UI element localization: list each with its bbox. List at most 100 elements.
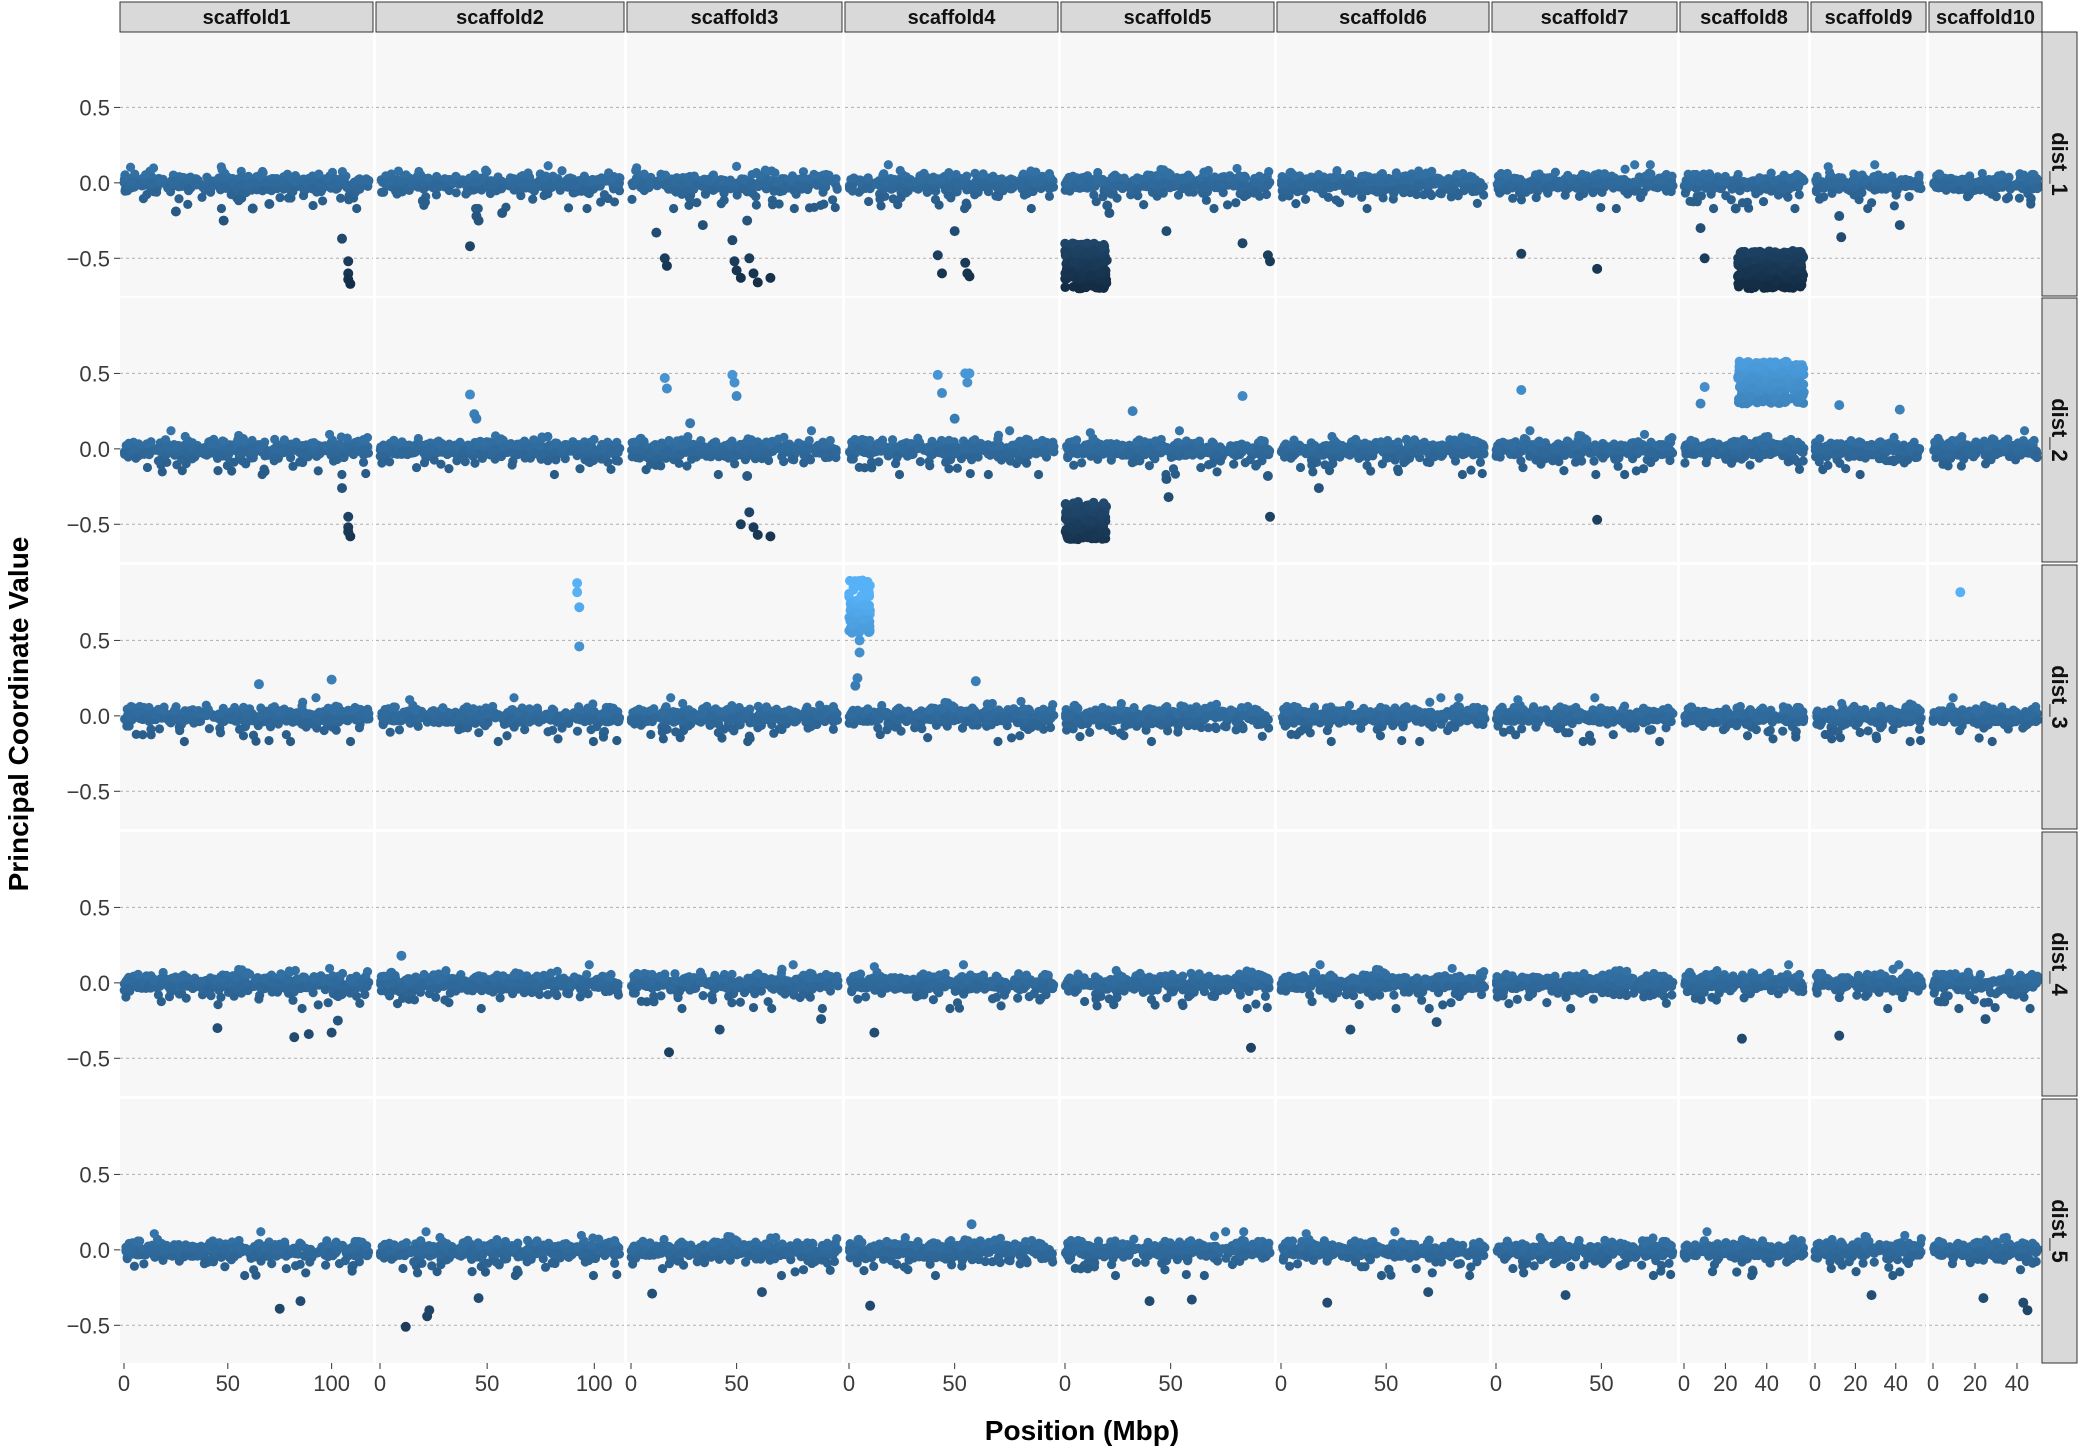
baseline-point [1878, 174, 1888, 184]
baseline-point [142, 448, 152, 458]
baseline-point [224, 443, 234, 453]
baseline-point [1795, 177, 1805, 187]
panel-dist_4-scaffold1 [120, 832, 373, 1096]
baseline-point [288, 186, 298, 197]
baseline-point [1857, 188, 1867, 198]
baseline-point [645, 449, 655, 459]
baseline-point [891, 458, 901, 469]
baseline-point [1816, 181, 1826, 192]
baseline-point [1022, 458, 1032, 468]
baseline-point [800, 443, 810, 453]
baseline-point [1681, 178, 1691, 188]
baseline-point [1289, 170, 1299, 181]
baseline-point [341, 179, 352, 189]
panel-dist_5-scaffold9 [1811, 1099, 1926, 1363]
baseline-point [1323, 181, 1333, 192]
baseline-point [463, 187, 473, 197]
baseline-point [767, 200, 778, 210]
baseline-point [147, 178, 157, 188]
baseline-point [481, 165, 491, 175]
baseline-point [724, 439, 734, 449]
baseline-point [258, 186, 268, 196]
baseline-point [830, 202, 840, 213]
baseline-point [1391, 168, 1401, 178]
baseline-point [1958, 176, 1968, 186]
panel-dist_5-scaffold7 [1492, 1099, 1677, 1363]
baseline-point [1140, 181, 1150, 191]
baseline-point [1472, 198, 1482, 208]
baseline-point [140, 170, 151, 180]
baseline-point [1463, 174, 1473, 184]
baseline-point [226, 189, 236, 200]
baseline-point [534, 441, 545, 451]
baseline-point [1436, 189, 1446, 199]
panel-dist_5-scaffold2 [376, 1099, 624, 1363]
baseline-point [337, 469, 347, 480]
baseline-point [430, 181, 440, 191]
baseline-point [677, 180, 687, 190]
panel-dist_4-scaffold7 [1492, 832, 1677, 1096]
baseline-point [874, 457, 884, 467]
baseline-point [1975, 185, 1985, 195]
panel-dist_2-scaffold7 [1492, 298, 1677, 562]
baseline-point [538, 173, 548, 183]
baseline-point [554, 178, 564, 188]
baseline-point [233, 435, 243, 445]
panel-dist_1-scaffold2 [376, 32, 624, 296]
baseline-point [142, 462, 153, 473]
baseline-point [1574, 191, 1585, 201]
baseline-point [1696, 191, 1706, 201]
baseline-point [1638, 177, 1648, 188]
baseline-point [345, 447, 355, 457]
baseline-point [155, 443, 165, 454]
baseline-point [1362, 203, 1372, 214]
baseline-point [1033, 469, 1044, 480]
baseline-point [1262, 180, 1272, 190]
panel-dist_3-scaffold9 [1811, 565, 1926, 829]
baseline-point [1974, 176, 1984, 187]
panel-dist_4-scaffold9 [1811, 832, 1926, 1096]
baseline-point [789, 455, 799, 465]
baseline-point [952, 463, 962, 473]
baseline-point [153, 456, 164, 466]
baseline-point [1434, 177, 1444, 187]
baseline-point [1077, 458, 1087, 468]
baseline-point [1571, 177, 1582, 188]
baseline-point [377, 458, 387, 468]
baseline-point [1560, 190, 1570, 200]
baseline-point [301, 447, 311, 457]
panel-dist_3-scaffold1 [120, 565, 373, 829]
baseline-point [257, 469, 267, 480]
baseline-point [1212, 467, 1222, 477]
baseline-point [952, 180, 963, 190]
baseline-point [677, 439, 688, 449]
baseline-point [288, 461, 298, 471]
baseline-point [1726, 195, 1736, 205]
baseline-point [433, 439, 443, 449]
baseline-point [216, 181, 226, 191]
baseline-point [609, 197, 620, 207]
baseline-point [987, 442, 997, 452]
baseline-point [1291, 199, 1301, 209]
baseline-point [1027, 439, 1037, 449]
baseline-point [627, 194, 637, 204]
baseline-point [342, 433, 352, 443]
baseline-point [478, 438, 488, 448]
baseline-point [937, 173, 947, 183]
panel-dist_5-scaffold5 [1061, 1099, 1274, 1363]
baseline-point [255, 442, 266, 452]
baseline-point [877, 439, 887, 449]
baseline-point [487, 445, 497, 456]
panel-dist_2-scaffold9 [1811, 298, 1926, 562]
baseline-point [199, 443, 209, 454]
baseline-point [851, 446, 861, 456]
baseline-point [344, 195, 354, 205]
baseline-point [361, 468, 371, 479]
baseline-point [1031, 178, 1041, 188]
baseline-point [720, 449, 730, 459]
baseline-point [457, 451, 467, 461]
baseline-point [725, 178, 735, 188]
baseline-point [1008, 183, 1018, 193]
baseline-point [1287, 181, 1298, 191]
baseline-point [789, 185, 799, 195]
